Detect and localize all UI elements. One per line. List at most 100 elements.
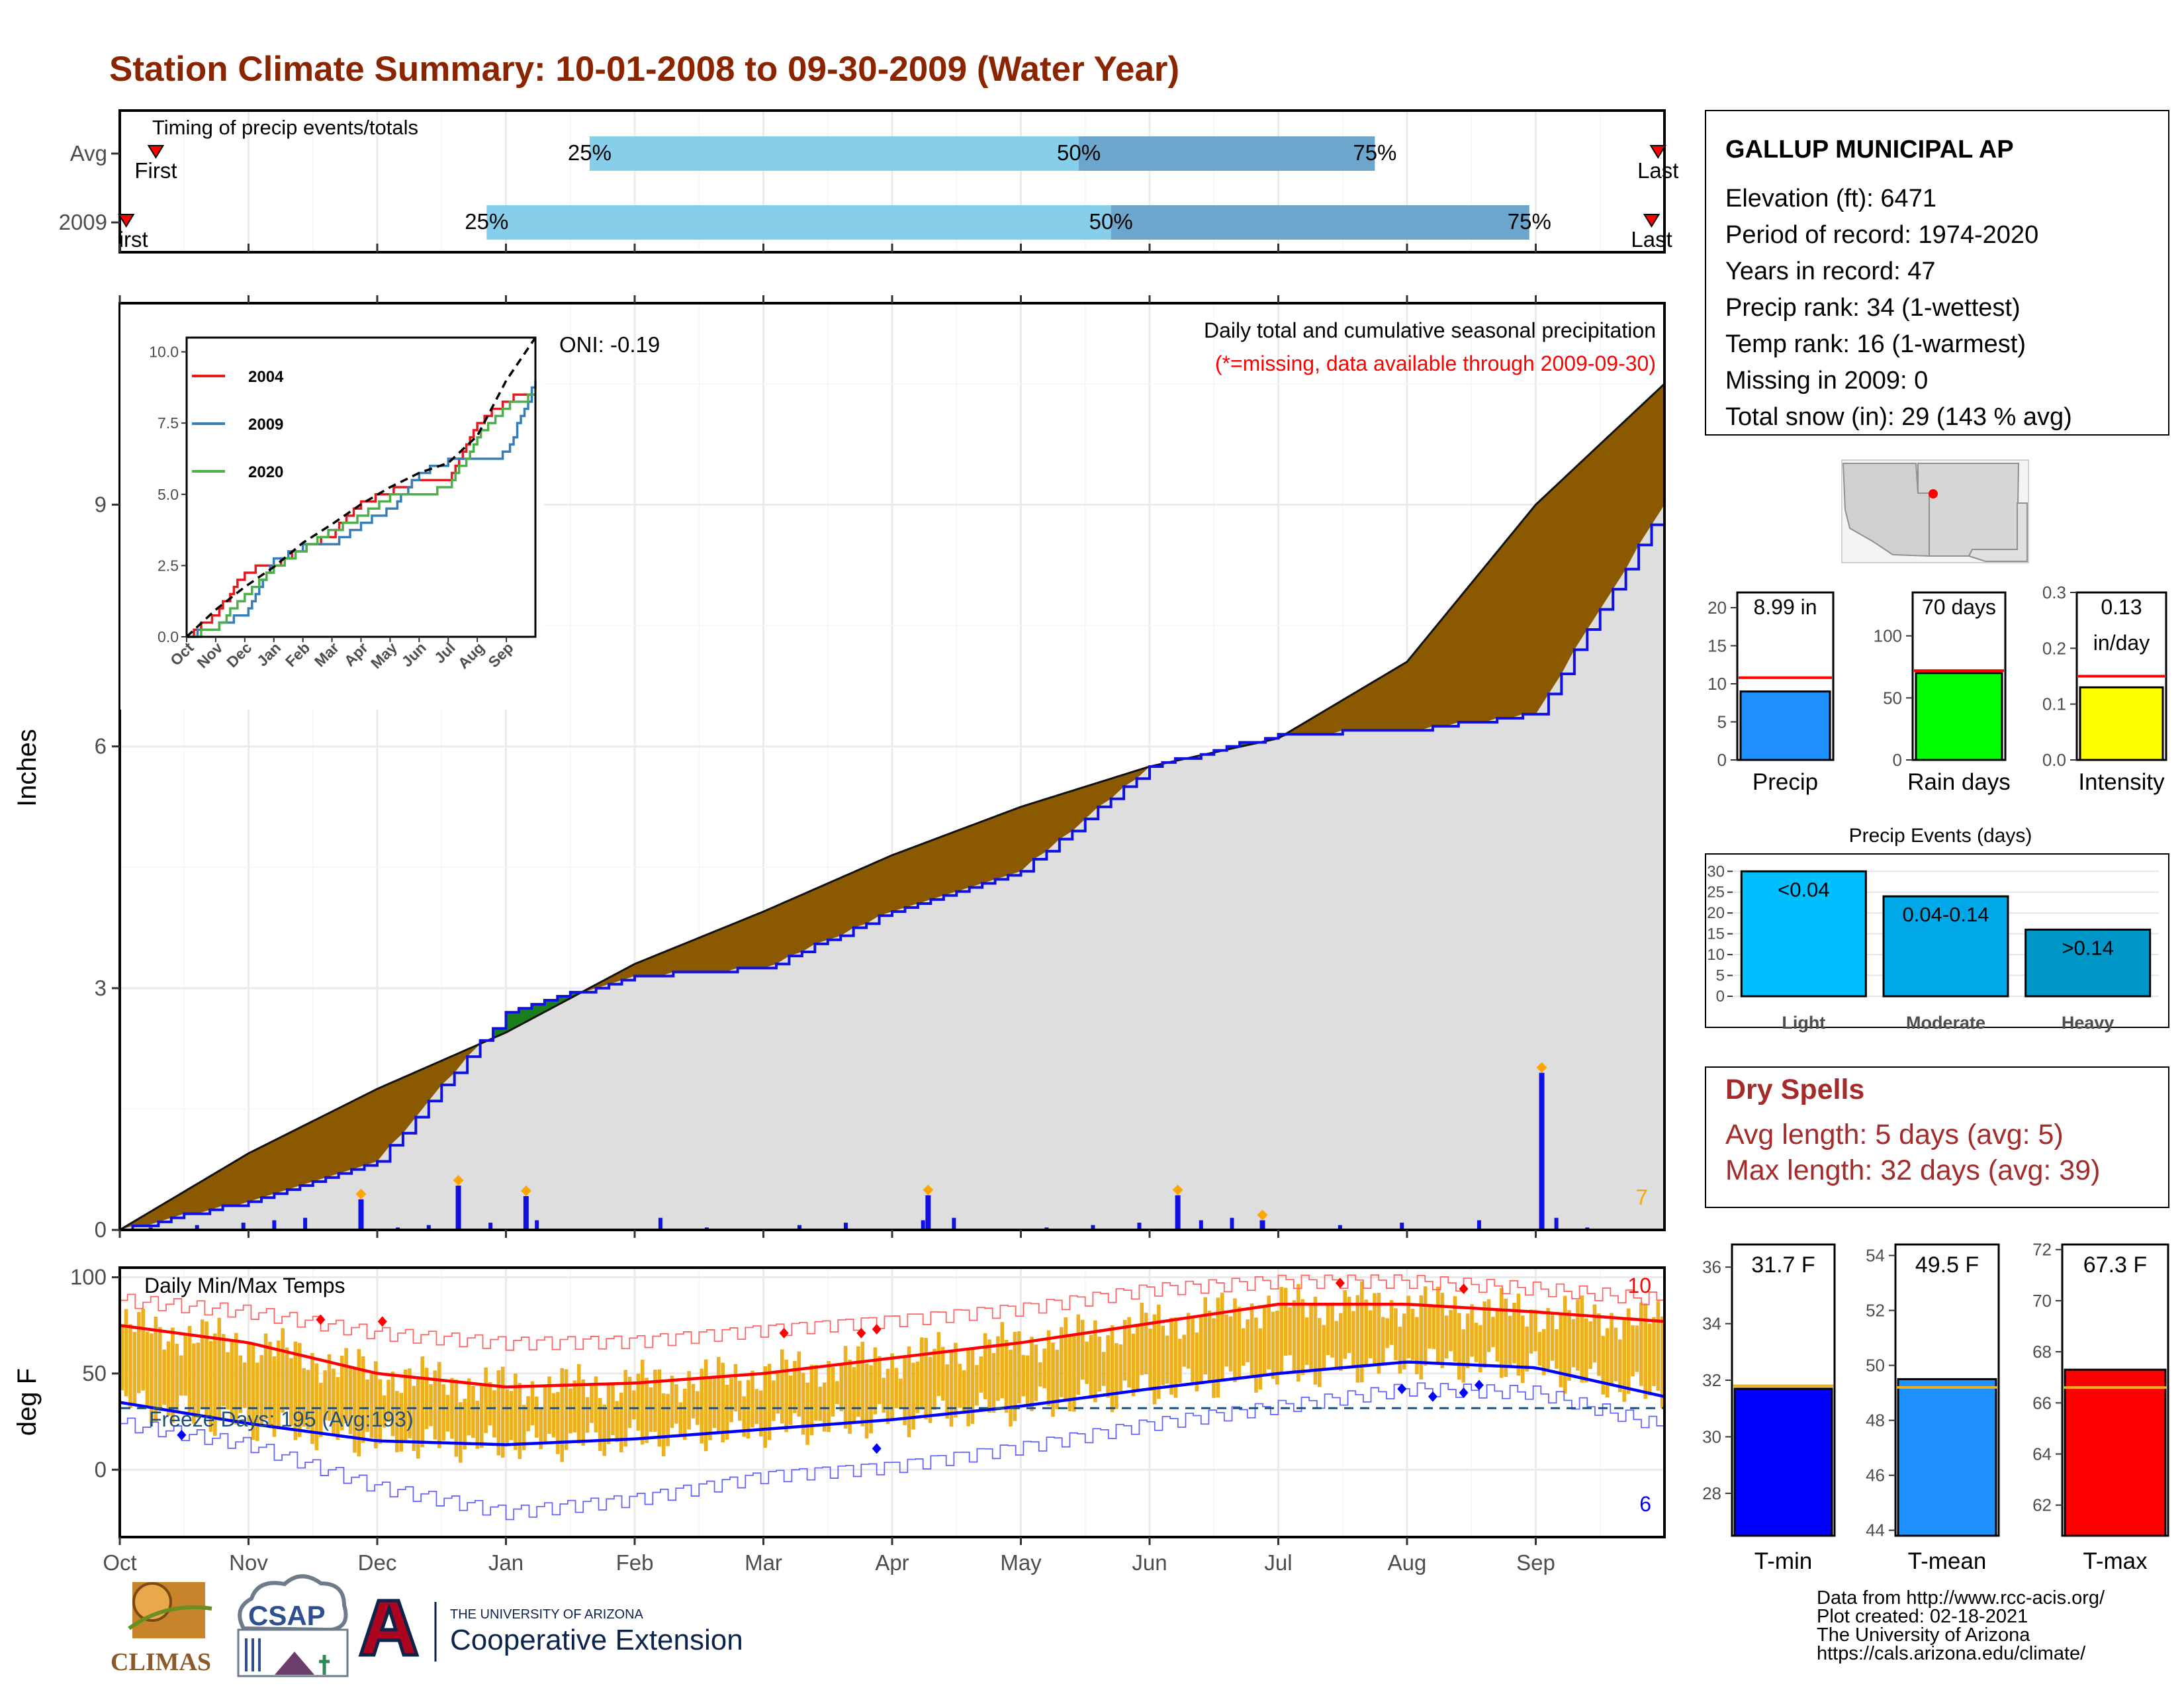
daily-temp-bar	[590, 1383, 594, 1423]
daily-temp-bar	[238, 1355, 243, 1413]
daily-temp-bar	[894, 1368, 899, 1409]
daily-temp-bar	[1237, 1307, 1242, 1380]
daily-temp-bar	[1373, 1293, 1377, 1366]
daily-temp-bar	[1300, 1299, 1305, 1375]
daily-temp-bar	[661, 1393, 666, 1457]
daily-temp-bar	[530, 1381, 535, 1426]
daily-temp-bar	[1440, 1292, 1445, 1368]
dry-spells-max: Max length: 32 days (avg: 39)	[1725, 1154, 2100, 1186]
daily-temp-bar	[1157, 1304, 1161, 1399]
extreme-precip-marker	[453, 1175, 464, 1186]
daily-temp-bar	[856, 1346, 860, 1417]
inset-y-tick-label: 7.5	[158, 414, 179, 432]
daily-temp-bar	[1055, 1350, 1060, 1409]
daily-temp-bar	[132, 1332, 137, 1407]
inset-series-line	[187, 393, 535, 638]
daily-temp-bar	[1304, 1317, 1309, 1365]
daily-temp-bar	[1076, 1314, 1081, 1395]
daily-temp-bar	[1453, 1296, 1457, 1362]
daily-temp-bar	[822, 1382, 827, 1432]
precip-y-axis-label: Inches	[13, 729, 42, 807]
daily-temp-bar	[712, 1377, 717, 1429]
daily-temp-bar	[919, 1337, 924, 1410]
daily-temp-bar	[357, 1348, 361, 1457]
daily-temp-bar	[1178, 1338, 1182, 1383]
daily-temp-bar	[632, 1390, 636, 1420]
daily-precip-bar	[488, 1223, 493, 1230]
record-max-marker	[1459, 1283, 1469, 1294]
daily-temp-bar	[1122, 1320, 1127, 1381]
daily-temp-bar	[1110, 1325, 1115, 1413]
daily-temp-bar	[602, 1404, 606, 1456]
daily-temp-bar	[754, 1389, 759, 1425]
daily-temp-bar	[1610, 1313, 1614, 1386]
daily-temp-bar	[128, 1324, 132, 1408]
daily-temp-bar	[1389, 1300, 1394, 1345]
daily-temp-bar	[332, 1368, 336, 1434]
daily-temp-bar	[445, 1395, 450, 1432]
daily-temp-bar	[1207, 1310, 1212, 1383]
daily-temp-bar	[949, 1350, 954, 1427]
y-tick-label: 3	[95, 976, 107, 1000]
locator-map	[1841, 459, 2029, 563]
daily-temp-bar	[420, 1356, 425, 1448]
mini-bar-value-label: 70 days	[1922, 595, 1996, 619]
map-new-mexico	[1917, 463, 2020, 557]
daily-temp-bar	[700, 1368, 704, 1444]
daily-temp-bar	[873, 1347, 878, 1415]
daily-temp-bar	[1186, 1313, 1191, 1369]
daily-temp-bar	[623, 1370, 627, 1447]
events-category-label: Heavy	[2062, 1013, 2115, 1033]
daily-temp-bar	[704, 1359, 708, 1452]
daily-temp-bar	[1326, 1304, 1330, 1356]
daily-temp-bar	[1402, 1313, 1406, 1370]
daily-precip-bar	[1539, 1072, 1545, 1230]
daily-temp-bar	[1313, 1296, 1318, 1385]
inset-legend: 2004 2009 2020	[192, 368, 284, 481]
x-month-label: Sep	[1516, 1550, 1555, 1575]
daily-temp-bar	[518, 1383, 522, 1460]
daily-temp-bar	[721, 1362, 725, 1442]
extreme-precip-marker	[355, 1188, 367, 1199]
y-tick-label: 0	[95, 1457, 107, 1481]
events-bar	[1882, 895, 2009, 998]
timing-last-label: Last	[1631, 227, 1672, 252]
climas-logo: CLIMAS	[111, 1582, 212, 1676]
daily-temp-bar	[1297, 1284, 1300, 1382]
daily-temp-bar	[200, 1319, 205, 1410]
daily-temp-bar	[247, 1342, 251, 1422]
record-max-marker	[377, 1316, 387, 1327]
daily-temp-bar	[192, 1343, 196, 1424]
mini-bar-category-label: Intensity	[2078, 769, 2165, 795]
daily-temp-bar	[737, 1380, 742, 1421]
daily-temp-bar	[1377, 1292, 1381, 1374]
extreme-precip-marker	[1257, 1209, 1268, 1221]
events-bars: 0 5 10 15 20 25 30 <0.04 Light 0.04-0.14 Moderate >…	[1707, 863, 2159, 1033]
daily-precip-bar	[1091, 1225, 1095, 1230]
mini-bar-tick-label: 5	[1717, 712, 1727, 732]
daily-temp-bar	[657, 1369, 662, 1447]
daily-temp-bar	[1482, 1301, 1487, 1368]
daily-temp-bar	[1212, 1318, 1216, 1398]
mini-bar-category-label: Precip	[1752, 769, 1818, 795]
events-y-tick-label: 25	[1707, 884, 1725, 902]
daily-temp-bar	[1292, 1300, 1297, 1372]
daily-temp-bar	[1563, 1295, 1567, 1394]
daily-temp-bar	[793, 1361, 797, 1413]
daily-temp-bar	[1228, 1316, 1233, 1372]
daily-temp-bar	[1271, 1311, 1275, 1380]
record-min-marker	[872, 1443, 882, 1454]
daily-temp-bar	[289, 1358, 293, 1426]
events-bar	[1740, 870, 1867, 998]
record-min-count: 6	[1639, 1492, 1651, 1516]
station-name: GALLUP MUNICIPAL AP	[1725, 136, 2014, 164]
events-category-label: Light	[1782, 1013, 1825, 1033]
daily-temp-bar	[348, 1367, 353, 1434]
daily-temp-bar	[1267, 1295, 1271, 1370]
timing-percent-label: 25%	[568, 140, 612, 165]
x-month-label: Jan	[488, 1550, 523, 1575]
timing-row-label-2009: 2009	[59, 210, 107, 234]
daily-temp-bar	[1246, 1319, 1250, 1362]
inset-chart: 0.02.55.07.510.0OctNovDecJanFebMarAprMay…	[120, 305, 544, 710]
record-max-marker	[856, 1327, 866, 1338]
